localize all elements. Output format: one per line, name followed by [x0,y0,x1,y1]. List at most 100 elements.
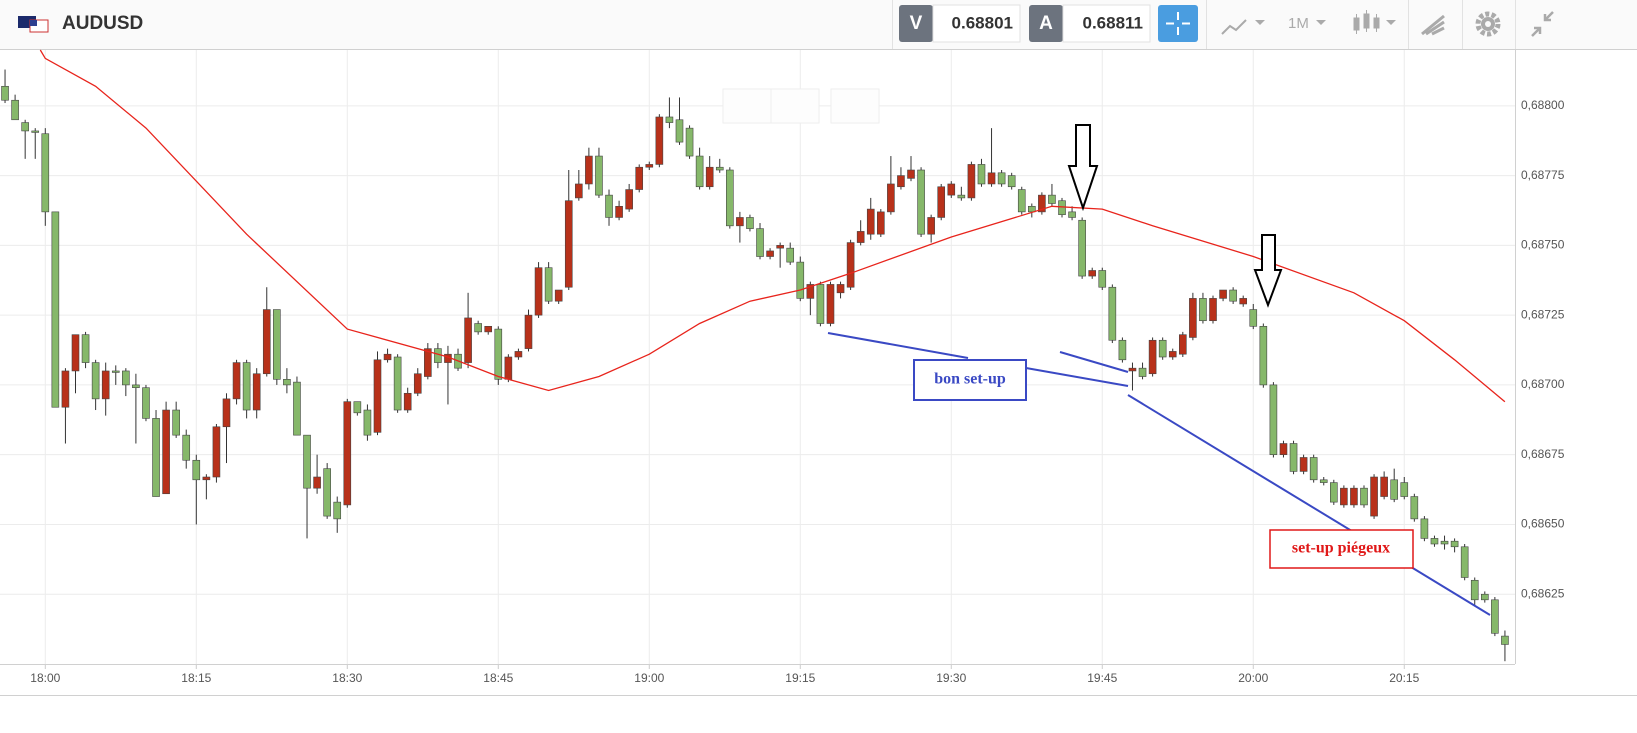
settings-button[interactable] [1475,11,1501,37]
candle-body [51,211,60,408]
candle-body [987,172,996,185]
candle-body [1068,211,1076,218]
candle-body [846,242,855,288]
candle-body [796,261,805,299]
arrow [1067,124,1099,212]
sell-price-box[interactable] [932,4,1021,43]
sell-label: V [910,13,923,34]
candle-body [373,359,382,433]
candle-body [766,250,774,257]
candle-body [1460,546,1469,578]
candle-body [1491,599,1499,634]
candle-body [1048,194,1056,204]
candle-body [343,401,352,506]
candle-body [897,175,905,188]
indicator-button[interactable] [1221,19,1265,35]
draw-button[interactable] [1421,14,1445,36]
candle-body [746,217,754,229]
candle-body [1450,540,1459,548]
candle-body [595,155,603,196]
candle-body [937,186,946,218]
candle-body [1088,270,1097,277]
candle-body [1219,289,1227,299]
candle-body [1390,479,1399,500]
candle-body [685,127,694,157]
timeframe[interactable]: 1M [1288,15,1309,32]
candle-body [1038,194,1046,213]
candle-body [1289,443,1298,472]
candle-body [1340,487,1348,506]
candle-body [232,362,241,400]
candle-body [877,211,885,235]
candle-body [363,409,372,436]
sell-button[interactable] [899,5,933,42]
candle-body [1420,518,1429,539]
collapse-button[interactable] [1531,11,1554,37]
candle-body [252,373,261,411]
candle-body [1239,298,1248,305]
grid-layer [0,50,1515,669]
candle-body [1249,309,1258,327]
y-tick-label: 0,68675 [1521,447,1565,461]
x-tick-label: 19:15 [785,671,815,685]
candle-body [182,434,191,461]
x-tick-label: 18:30 [332,671,362,685]
candle-body [947,183,956,196]
candle-body [242,362,251,411]
candle-body [1400,482,1409,497]
candle-body [645,164,654,168]
chart-type-button[interactable] [1353,10,1396,34]
candle-body [21,122,29,132]
candle-body [494,328,503,380]
candle-body [554,289,563,302]
candle-body [283,379,291,386]
candle-body [323,468,331,517]
candle-body [665,116,674,123]
candle-body [393,356,402,411]
candle-body [41,133,50,213]
candle-body [776,245,784,249]
candle-body [977,164,986,185]
x-tick-label: 19:30 [936,671,966,685]
x-tick-label: 20:15 [1389,671,1419,685]
candle-body [816,284,825,324]
sell-price: 0.68801 [952,13,1013,32]
candle-body [132,384,140,388]
candle-body [1410,496,1419,520]
candle-body [544,267,553,302]
candle-body [293,381,301,436]
candle-body [152,418,160,497]
candle-body [736,217,744,227]
candle-body [403,392,412,411]
buy-price-box[interactable] [1062,4,1151,43]
candle-body [1209,298,1217,322]
candle-body [957,194,966,199]
candle-body [726,169,734,227]
candle-body [1138,367,1147,377]
candle-body [1319,479,1328,483]
candle-body [1108,286,1117,341]
candle-body [303,434,311,489]
candle-body [353,401,362,414]
candle-body [655,116,664,165]
candle-body [91,362,100,400]
y-tick-label: 0,68800 [1521,98,1565,112]
candle-body [1350,487,1358,506]
candle-body [31,130,40,133]
candle-body [1179,334,1187,355]
candle-body [917,169,925,235]
candle-body [786,247,795,263]
crosshair-button[interactable] [1158,5,1198,42]
candle-body [1481,593,1489,601]
buy-button[interactable] [1029,5,1063,42]
candle-body [172,409,180,436]
candle-body [1,85,9,101]
candle-body [1269,384,1278,455]
candle-body [142,387,150,419]
y-tick-label: 0,68625 [1521,586,1565,600]
candle-body [887,183,895,213]
candle-body [927,217,935,235]
candle-body [615,205,623,218]
candle-body [1229,289,1237,302]
